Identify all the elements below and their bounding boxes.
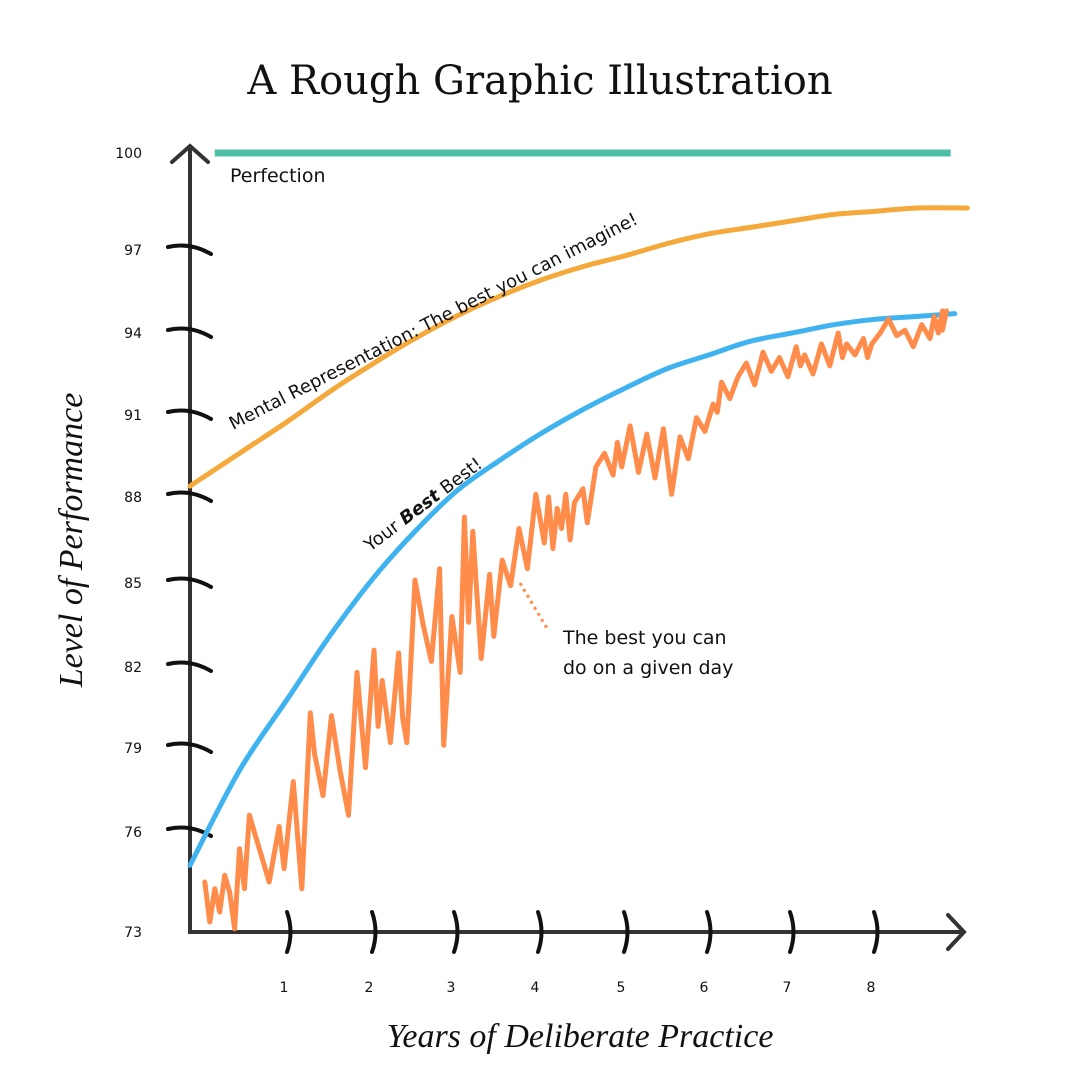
best-best-suffix: Best! [432, 454, 487, 503]
y-tick-label: 76 [124, 825, 142, 841]
x-axis-title: Years of Deliberate Practice [386, 1018, 774, 1055]
y-tick-label: 88 [124, 490, 142, 506]
y-tick-label: 91 [124, 408, 142, 424]
x-tick-label: 4 [531, 980, 540, 996]
y-tick-label: 97 [124, 243, 142, 259]
x-tick-mark [705, 910, 713, 954]
y-tick-label: 85 [124, 576, 142, 592]
x-tick-label: 3 [447, 980, 456, 996]
y-tick-mark [166, 408, 213, 421]
x-tick-mark [536, 910, 544, 954]
x-tick-label: 1 [280, 980, 289, 996]
y-tick-mark [166, 741, 213, 754]
series-line-daily [202, 308, 949, 932]
y-tick-mark [166, 243, 213, 256]
x-tick-label: 2 [365, 980, 374, 996]
x-tick-mark [622, 910, 630, 954]
x-tick-label: 8 [867, 980, 876, 996]
x-tick-mark [788, 910, 796, 954]
daily-label-line1: The best you can [562, 627, 727, 649]
series-line-mental [187, 205, 970, 489]
y-tick-label: 73 [124, 925, 142, 941]
y-tick-mark [166, 576, 213, 589]
x-tick-label: 5 [617, 980, 626, 996]
y-axis-arrowhead [170, 143, 210, 164]
chart-title: A Rough Graphic Illustration [247, 58, 833, 104]
x-tick-mark [872, 910, 880, 954]
x-tick-mark [370, 910, 378, 954]
x-tick-mark [285, 910, 293, 954]
y-tick-label: 79 [124, 741, 142, 757]
x-tick-label: 6 [700, 980, 709, 996]
y-tick-mark [166, 660, 213, 673]
series-line-best [187, 311, 958, 868]
x-tick-label: 7 [783, 980, 792, 996]
x-axis-arrowhead [946, 913, 967, 951]
daily-pointer-line [518, 582, 550, 631]
y-tick-label: 100 [115, 146, 142, 162]
daily-label-line2: do on a given day [563, 657, 733, 679]
y-tick-label: 82 [124, 660, 142, 676]
y-tick-mark [166, 326, 213, 339]
perfection-label: Perfection [230, 165, 326, 187]
mental-representation-label: Mental Representation: The best you can … [226, 209, 642, 435]
x-tick-mark [452, 910, 460, 954]
y-tick-mark [166, 490, 213, 503]
y-tick-label: 94 [124, 326, 142, 342]
